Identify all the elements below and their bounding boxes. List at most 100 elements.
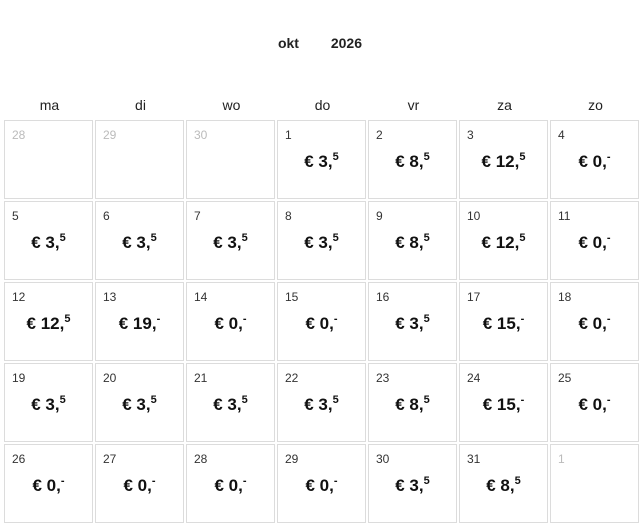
day-cell[interactable]: 6 € 3,5 xyxy=(95,201,184,280)
day-number: 30 xyxy=(194,128,208,142)
day-cell[interactable]: 8 € 3,5 xyxy=(277,201,366,280)
price-main: € 8, xyxy=(395,152,424,171)
price-cents: 5 xyxy=(241,232,248,244)
day-cell[interactable]: 10 € 12,5 xyxy=(459,201,548,280)
day-cell[interactable]: 9 € 8,5 xyxy=(368,201,457,280)
day-cell[interactable]: 26 € 0,- xyxy=(4,444,93,523)
price-main: € 19, xyxy=(118,314,157,333)
day-number: 8 xyxy=(285,209,292,223)
price-cents: - xyxy=(242,475,247,487)
price-main: € 0, xyxy=(578,395,607,414)
day-number: 10 xyxy=(467,209,481,223)
day-cell[interactable]: 18 € 0,- xyxy=(550,282,639,361)
price-main: € 0, xyxy=(578,152,607,171)
day-price: € 8,5 xyxy=(460,475,547,496)
day-price: € 15,- xyxy=(460,394,547,415)
weekday-header: ma di wo do vr za zo xyxy=(4,97,640,113)
day-cell[interactable]: 20 € 3,5 xyxy=(95,363,184,442)
day-number: 17 xyxy=(467,290,481,304)
month-label[interactable]: okt xyxy=(277,35,299,51)
price-cents: 5 xyxy=(519,232,526,244)
weekday-label: do xyxy=(314,97,331,113)
day-cell[interactable]: 16 € 3,5 xyxy=(368,282,457,361)
price-cents: - xyxy=(333,475,338,487)
day-cell[interactable]: 14 € 0,- xyxy=(186,282,275,361)
price-cents: - xyxy=(156,313,161,325)
price-cents: 5 xyxy=(423,394,430,406)
day-number: 1 xyxy=(285,128,292,142)
price-cents: 5 xyxy=(332,151,339,163)
day-cell[interactable]: 3 € 12,5 xyxy=(459,120,548,199)
price-cents: 5 xyxy=(241,394,248,406)
price-cents: - xyxy=(606,313,611,325)
price-main: € 0, xyxy=(123,476,152,495)
day-cell: 29 xyxy=(95,120,184,199)
day-price: € 3,5 xyxy=(5,232,92,253)
day-price: € 0,- xyxy=(278,313,365,334)
day-number: 11 xyxy=(558,209,571,223)
weekday-label: vr xyxy=(407,97,420,113)
day-cell[interactable]: 22 € 3,5 xyxy=(277,363,366,442)
day-cell[interactable]: 15 € 0,- xyxy=(277,282,366,361)
day-cell: 1 xyxy=(550,444,639,523)
day-cell[interactable]: 2 € 8,5 xyxy=(368,120,457,199)
day-number: 3 xyxy=(467,128,474,142)
price-main: € 0, xyxy=(214,476,243,495)
weekday-label: zo xyxy=(588,97,603,113)
price-main: € 0, xyxy=(305,476,334,495)
weekday-label: za xyxy=(497,97,512,113)
day-grid: 28 29 30 1 € 3,5 2 € 8,5 3 € 12,5 4 € 0,- 5 € 3,5 6 € … xyxy=(4,120,639,523)
day-price: € 12,5 xyxy=(460,232,547,253)
day-cell[interactable]: 24 € 15,- xyxy=(459,363,548,442)
price-main: € 0, xyxy=(32,476,61,495)
price-cents: 5 xyxy=(150,394,157,406)
day-price: € 0,- xyxy=(187,313,274,334)
day-price: € 0,- xyxy=(278,475,365,496)
day-cell[interactable]: 29 € 0,- xyxy=(277,444,366,523)
day-price: € 8,5 xyxy=(369,394,456,415)
day-cell[interactable]: 4 € 0,- xyxy=(550,120,639,199)
day-cell[interactable]: 12 € 12,5 xyxy=(4,282,93,361)
day-number: 24 xyxy=(467,371,481,385)
day-cell[interactable]: 1 € 3,5 xyxy=(277,120,366,199)
price-main: € 12, xyxy=(26,314,65,333)
price-main: € 12, xyxy=(481,152,520,171)
day-number: 1 xyxy=(558,452,565,466)
day-cell[interactable]: 17 € 15,- xyxy=(459,282,548,361)
day-cell[interactable]: 31 € 8,5 xyxy=(459,444,548,523)
day-price: € 3,5 xyxy=(278,394,365,415)
day-number: 5 xyxy=(12,209,19,223)
day-cell[interactable]: 28 € 0,- xyxy=(186,444,275,523)
day-cell[interactable]: 25 € 0,- xyxy=(550,363,639,442)
price-cents: 5 xyxy=(59,232,66,244)
price-main: € 3, xyxy=(395,476,424,495)
day-price: € 3,5 xyxy=(187,232,274,253)
day-price: € 3,5 xyxy=(369,475,456,496)
price-main: € 0, xyxy=(578,314,607,333)
year-label[interactable]: 2026 xyxy=(330,35,363,51)
day-number: 7 xyxy=(194,209,201,223)
day-cell[interactable]: 21 € 3,5 xyxy=(186,363,275,442)
day-cell[interactable]: 19 € 3,5 xyxy=(4,363,93,442)
day-number: 20 xyxy=(103,371,117,385)
day-number: 22 xyxy=(285,371,299,385)
price-main: € 3, xyxy=(304,233,333,252)
price-cents: 5 xyxy=(423,232,430,244)
day-number: 18 xyxy=(558,290,572,304)
price-main: € 3, xyxy=(31,233,60,252)
price-main: € 3, xyxy=(122,233,151,252)
weekday-label: di xyxy=(135,97,146,113)
day-cell[interactable]: 7 € 3,5 xyxy=(186,201,275,280)
day-cell[interactable]: 13 € 19,- xyxy=(95,282,184,361)
day-cell[interactable]: 5 € 3,5 xyxy=(4,201,93,280)
day-cell[interactable]: 11 € 0,- xyxy=(550,201,639,280)
day-price: € 3,5 xyxy=(96,394,183,415)
day-cell[interactable]: 23 € 8,5 xyxy=(368,363,457,442)
day-cell[interactable]: 30 € 3,5 xyxy=(368,444,457,523)
day-number: 31 xyxy=(467,452,481,466)
day-cell[interactable]: 27 € 0,- xyxy=(95,444,184,523)
price-main: € 3, xyxy=(304,152,333,171)
price-main: € 0, xyxy=(214,314,243,333)
day-number: 14 xyxy=(194,290,208,304)
